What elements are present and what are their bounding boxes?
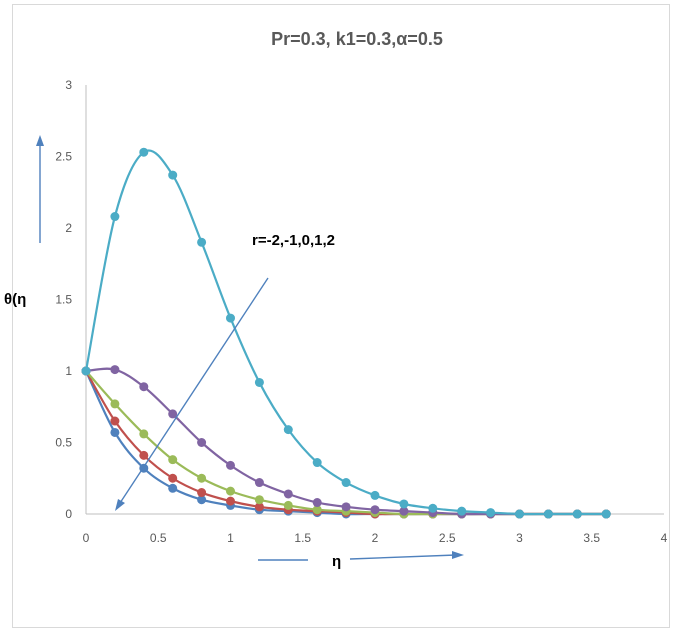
y-tick-label: 3 — [65, 78, 72, 92]
data-point — [543, 509, 553, 519]
x-tick-label: 1 — [227, 531, 234, 545]
series-5 — [81, 147, 611, 519]
ylabel-arrowhead — [36, 135, 44, 146]
data-point — [341, 478, 351, 488]
series-annotation: r=-2,-1,0,1,2 — [252, 232, 335, 249]
x-tick-label: 1.5 — [294, 531, 311, 545]
data-point — [226, 460, 235, 470]
xlabel-arrowhead — [452, 551, 464, 559]
data-point — [254, 377, 264, 387]
data-point — [370, 505, 380, 515]
x-tick-label: 2.5 — [439, 531, 456, 545]
data-point — [197, 473, 207, 483]
axes: 0 0.5 1 1.5 2 2.5 3 3.5 4 0 0.5 1 1.5 2 2.5 3 — [55, 78, 667, 545]
chart-title: Pr=0.3, k1=0.3,α=0.5 — [271, 29, 443, 49]
series-line — [85, 370, 607, 516]
data-point — [254, 502, 264, 512]
data-point — [254, 478, 264, 488]
data-point — [110, 416, 120, 426]
chart-frame — [12, 4, 670, 628]
y-tick-label: 2.5 — [55, 150, 72, 164]
series-line — [85, 370, 607, 516]
data-point — [110, 427, 120, 437]
data-point — [81, 366, 91, 376]
trend-arrowhead — [115, 499, 125, 511]
data-point — [312, 498, 322, 508]
data-point — [226, 486, 235, 496]
data-point — [399, 506, 409, 516]
data-point — [168, 473, 178, 483]
data-point — [457, 506, 467, 516]
series-2 — [81, 366, 611, 519]
series-3 — [81, 366, 611, 519]
data-point — [283, 425, 293, 435]
data-point — [486, 508, 496, 518]
x-tick-label: 0 — [83, 531, 90, 545]
data-point — [572, 509, 582, 519]
trend-arrow — [119, 277, 269, 504]
y-tick-label: 1.5 — [55, 293, 72, 307]
data-point — [283, 500, 293, 510]
y-tick-label: 1 — [65, 364, 72, 378]
data-point — [601, 509, 611, 519]
series-line — [85, 370, 607, 516]
xlabel-arrow — [349, 554, 457, 560]
x-tick-label: 0.5 — [150, 531, 167, 545]
data-point — [341, 502, 351, 512]
data-point — [312, 505, 322, 515]
data-point — [399, 499, 409, 509]
x-tick-label: 2 — [372, 531, 379, 545]
data-point — [168, 409, 178, 419]
series-layer — [81, 147, 611, 519]
data-point — [283, 489, 293, 499]
data-point — [197, 495, 207, 505]
data-point — [168, 170, 178, 180]
x-axis-label: η — [332, 553, 341, 570]
data-point — [370, 490, 380, 500]
x-tick-label: 3.5 — [583, 531, 600, 545]
data-point — [139, 382, 149, 392]
series-line — [85, 367, 607, 516]
data-point — [254, 495, 264, 505]
x-tick-label: 3 — [516, 531, 523, 545]
data-point — [139, 450, 149, 460]
data-point — [226, 313, 235, 323]
data-point — [168, 455, 178, 465]
data-point — [312, 458, 322, 468]
data-point — [226, 496, 235, 506]
data-point — [139, 147, 149, 157]
data-point — [110, 399, 120, 409]
series-line — [84, 149, 607, 516]
data-point — [110, 365, 120, 375]
annotations: θ(η η r=-2,-1,0,1,2 — [4, 135, 464, 570]
x-tick-label: 4 — [661, 531, 668, 545]
data-point — [168, 483, 178, 493]
y-tick-label: 2 — [65, 221, 72, 235]
data-point — [428, 503, 438, 513]
data-point — [110, 212, 120, 222]
y-axis-label: θ(η — [4, 291, 26, 308]
data-point — [515, 509, 524, 519]
data-point — [197, 237, 207, 247]
data-point — [197, 488, 207, 498]
data-point — [197, 438, 207, 447]
y-tick-label: 0.5 — [55, 436, 72, 450]
series-1 — [81, 366, 611, 519]
y-tick-label: 0 — [65, 507, 72, 521]
data-point — [139, 429, 149, 439]
